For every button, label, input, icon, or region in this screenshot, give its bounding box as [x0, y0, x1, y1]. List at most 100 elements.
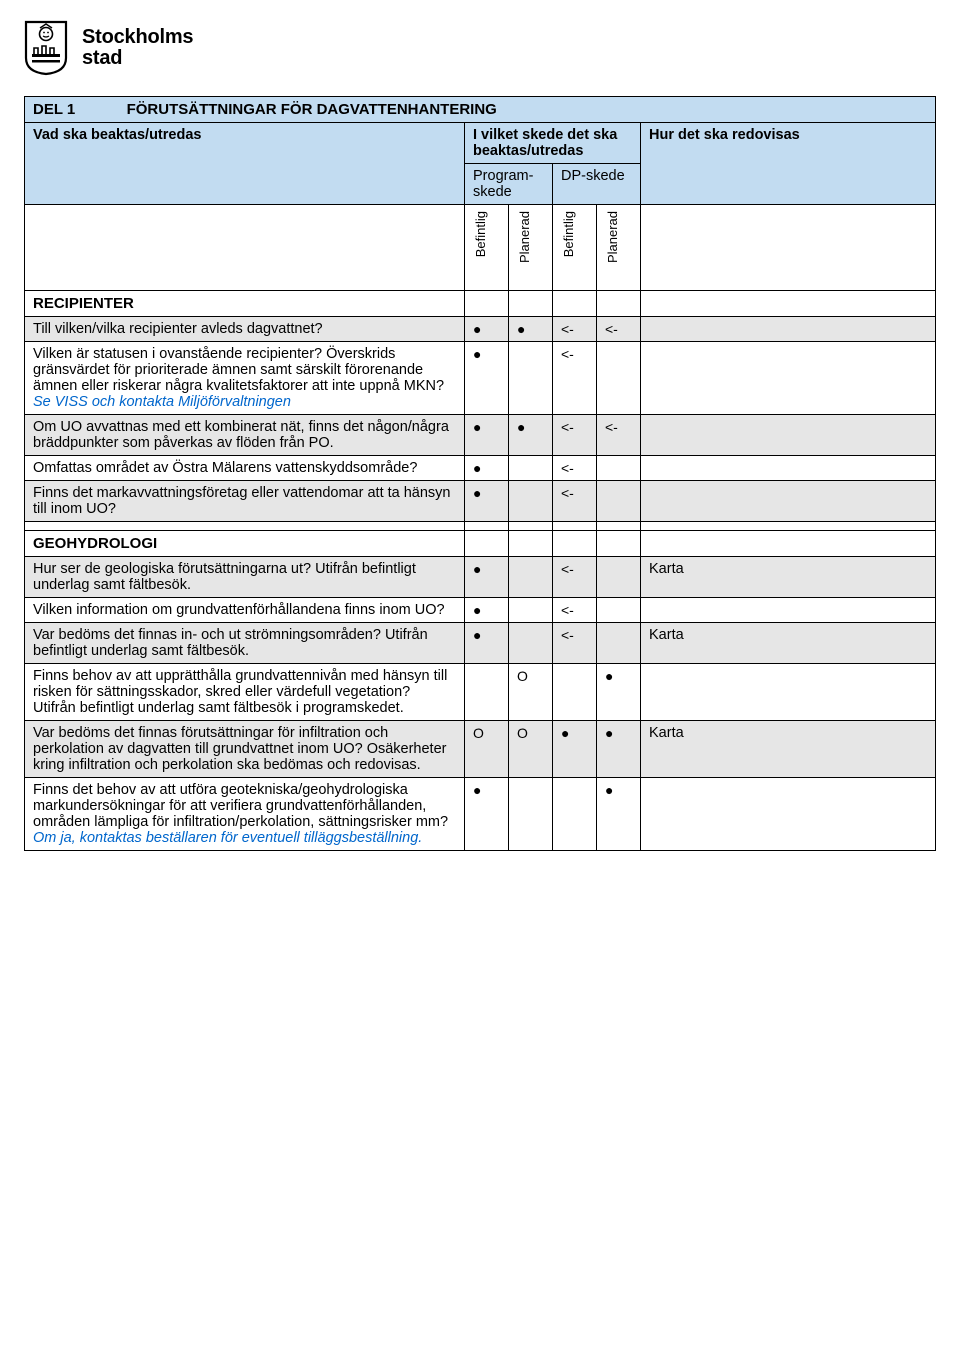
mark-cell [597, 623, 641, 664]
mark-cell: <- [553, 623, 597, 664]
section-geohydrologi: GEOHYDROLOGI [25, 531, 936, 557]
col-report-header: Hur det ska redovisas [641, 123, 936, 205]
mark-cell: <- [553, 456, 597, 481]
report-cell [641, 456, 936, 481]
header-logo: Stockholms stad [24, 20, 936, 76]
col-stage-header: I vilket skede det ska beaktas/utredas [465, 123, 641, 164]
question-text: Vilken information om grundvattenförhåll… [25, 598, 465, 623]
mark-cell: ● [465, 557, 509, 598]
report-cell [641, 342, 936, 415]
mark-cell [509, 481, 553, 522]
header-row-1: Vad ska beaktas/utredas I vilket skede d… [25, 123, 936, 164]
mark-cell [597, 598, 641, 623]
stockholm-emblem-icon [24, 20, 68, 76]
mark-cell: ● [465, 598, 509, 623]
mark-cell [509, 557, 553, 598]
question-text: Omfattas området av Östra Mälarens vatte… [25, 456, 465, 481]
mark-cell [509, 456, 553, 481]
mark-cell [509, 598, 553, 623]
mark-cell: <- [553, 342, 597, 415]
report-cell: Karta [641, 623, 936, 664]
report-cell [641, 598, 936, 623]
question-text: Hur ser de geologiska förutsättningarna … [25, 557, 465, 598]
mark-cell [509, 623, 553, 664]
spacer-row [25, 522, 936, 531]
mark-cell: ● [509, 317, 553, 342]
checklist-table: DEL 1 FÖRUTSÄTTNINGAR FÖR DAGVATTENHANTE… [24, 96, 936, 851]
mark-cell: ● [465, 623, 509, 664]
mark-cell [597, 481, 641, 522]
mark-cell: <- [553, 598, 597, 623]
mark-cell: ● [597, 721, 641, 778]
mark-cell: ● [509, 415, 553, 456]
question-text: Finns det markavvattningsföretag eller v… [25, 481, 465, 522]
section-geohydrologi-label: GEOHYDROLOGI [25, 531, 465, 557]
mark-cell: O [465, 721, 509, 778]
logo-line2: stad [82, 48, 193, 69]
table-row: Omfattas området av Östra Mälarens vatte… [25, 456, 936, 481]
main-title: FÖRUTSÄTTNINGAR FÖR DAGVATTENHANTERING [127, 101, 497, 118]
mark-cell: ● [465, 342, 509, 415]
logo-text: Stockholms stad [82, 27, 193, 69]
question-note: Om ja, kontaktas beställaren för eventue… [33, 830, 422, 846]
section-recipienter-label: RECIPIENTER [25, 291, 465, 317]
report-cell: Karta [641, 721, 936, 778]
mark-cell [597, 456, 641, 481]
col-question-header: Vad ska beaktas/utredas [25, 123, 465, 205]
question-note: Se VISS och kontakta Miljöförvaltningen [33, 394, 291, 410]
question-text: Var bedöms det finnas förutsättningar fö… [25, 721, 465, 778]
mark-cell: <- [553, 317, 597, 342]
rot-planerad-2: Planerad [605, 209, 620, 265]
report-cell [641, 664, 936, 721]
mark-cell: ● [465, 778, 509, 851]
report-cell [641, 481, 936, 522]
mark-cell [509, 342, 553, 415]
section-recipienter: RECIPIENTER [25, 291, 936, 317]
table-row: Finns det markavvattningsföretag eller v… [25, 481, 936, 522]
question-main: Vilken är statusen i ovanstående recipie… [33, 346, 444, 394]
mark-cell [553, 664, 597, 721]
table-row: Till vilken/vilka recipienter avleds dag… [25, 317, 936, 342]
table-row: Finns behov av att upprätthålla grundvat… [25, 664, 936, 721]
mark-cell: ● [553, 721, 597, 778]
mark-cell: <- [553, 415, 597, 456]
table-row: Finns det behov av att utföra geoteknisk… [25, 778, 936, 851]
table-row: Om UO avvattnas med ett kombinerat nät, … [25, 415, 936, 456]
question-text: Finns det behov av att utföra geoteknisk… [25, 778, 465, 851]
mark-cell: O [509, 721, 553, 778]
question-text: Vilken är statusen i ovanstående recipie… [25, 342, 465, 415]
stage-dp: DP-skede [553, 164, 641, 205]
rot-befintlig-2: Befintlig [561, 209, 576, 259]
stage-program: Program- skede [465, 164, 553, 205]
part-label: DEL 1 [33, 101, 93, 118]
question-text: Var bedöms det finnas in- och ut strömni… [25, 623, 465, 664]
rotated-labels-row: Befintlig Planerad Befintlig Planerad [25, 205, 936, 291]
rot-befintlig-1: Befintlig [473, 209, 488, 259]
question-text: Om UO avvattnas med ett kombinerat nät, … [25, 415, 465, 456]
mark-cell: ● [597, 778, 641, 851]
mark-cell: ● [465, 317, 509, 342]
mark-cell: <- [597, 317, 641, 342]
mark-cell: O [509, 664, 553, 721]
table-row: Vilken är statusen i ovanstående recipie… [25, 342, 936, 415]
mark-cell: <- [553, 481, 597, 522]
mark-cell: ● [465, 481, 509, 522]
report-cell: Karta [641, 557, 936, 598]
mark-cell: <- [553, 557, 597, 598]
table-row: Vilken information om grundvattenförhåll… [25, 598, 936, 623]
report-cell [641, 317, 936, 342]
mark-cell [465, 664, 509, 721]
report-cell [641, 778, 936, 851]
mark-cell [597, 342, 641, 415]
mark-cell: <- [597, 415, 641, 456]
question-text: Till vilken/vilka recipienter avleds dag… [25, 317, 465, 342]
rot-planerad-1: Planerad [517, 209, 532, 265]
mark-cell: ● [465, 415, 509, 456]
title-row: DEL 1 FÖRUTSÄTTNINGAR FÖR DAGVATTENHANTE… [25, 97, 936, 123]
logo-line1: Stockholms [82, 27, 193, 48]
table-row: Hur ser de geologiska förutsättningarna … [25, 557, 936, 598]
mark-cell [597, 557, 641, 598]
table-row: Var bedöms det finnas förutsättningar fö… [25, 721, 936, 778]
report-cell [641, 415, 936, 456]
mark-cell [553, 778, 597, 851]
